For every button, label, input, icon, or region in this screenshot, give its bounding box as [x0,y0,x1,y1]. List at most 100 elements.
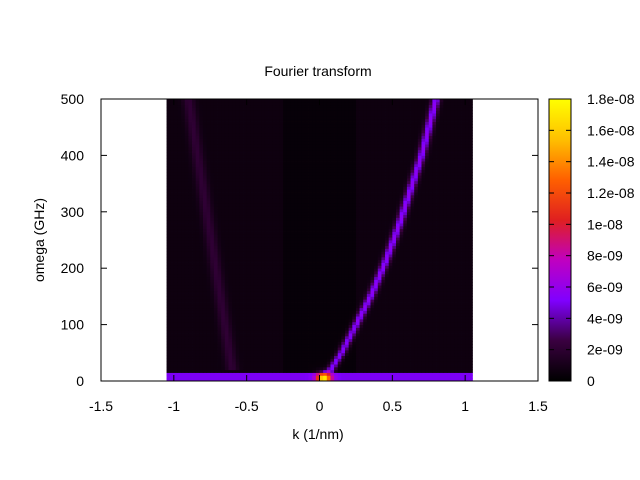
heatmap-cell [330,262,335,266]
heatmap-cell [446,364,451,368]
heatmap-cell [341,335,346,340]
heatmap-cell [301,265,306,269]
heatmap-cell [283,321,288,325]
heatmap-cell [337,231,342,235]
heatmap-cell [348,321,353,325]
heatmap-cell [184,338,189,342]
heatmap-cell [315,321,320,325]
heatmap-cell [312,290,317,294]
heatmap-cell [195,256,200,261]
heatmap-cell [290,327,295,331]
heatmap-cell [443,378,448,381]
heatmap-cell [323,307,328,311]
heatmap-cell [344,223,350,227]
heatmap-cell [232,237,237,241]
heatmap-cell [188,265,193,269]
heatmap-cell [221,302,226,306]
heatmap-cell [450,256,455,261]
heatmap-cell [377,347,382,351]
heatmap-cell [439,349,444,354]
heatmap-cell [279,366,284,371]
heatmap-cell [385,378,390,381]
heatmap-cell [246,330,251,334]
heatmap-cell [315,364,320,368]
heatmap-cell [465,223,470,227]
heatmap-cell [468,318,473,323]
heatmap-cell [243,318,248,323]
heatmap-cell [355,347,360,351]
heatmap-cell [264,271,269,275]
heatmap-cell [428,372,433,376]
heatmap-cell [363,361,368,365]
heatmap-cell [457,268,462,272]
heatmap-cell [366,321,371,325]
heatmap-cell [286,285,291,289]
heatmap-cell [221,262,226,266]
heatmap-cell [330,223,335,227]
heatmap-cell [210,234,215,238]
heatmap-cell [312,225,317,230]
heatmap-cell [246,341,251,345]
heatmap-cell [370,375,375,379]
heatmap-cell [414,282,419,286]
heatmap-cell [312,211,317,216]
heatmap-cell [454,364,459,368]
heatmap-cell [377,352,382,357]
heatmap-cell [253,259,258,263]
heatmap-cell [461,366,466,371]
heatmap-cell [326,248,331,252]
heatmap-cell [421,273,426,278]
heatmap-cell [392,378,397,381]
heatmap-cell [395,302,401,306]
heatmap-cell [366,214,371,218]
heatmap-cell [436,251,441,255]
heatmap-cell [385,302,390,306]
heatmap-cell [283,293,288,297]
heatmap-cell [355,228,360,232]
heatmap-cell [363,214,368,218]
heatmap-cell [370,364,375,368]
heatmap-cell [279,245,284,249]
heatmap-cell [312,355,317,359]
heatmap-cell [206,364,211,368]
heatmap-cell [359,237,364,241]
heatmap-cell [235,223,240,227]
heatmap-cell [264,352,269,357]
heatmap-cell [213,285,218,289]
heatmap-cell [286,220,291,224]
heatmap-cell [443,265,448,269]
heatmap-cell [286,338,291,342]
heatmap-cell [199,369,204,373]
heatmap-cell [454,369,459,373]
heatmap-cell [326,276,331,280]
heatmap-cell [170,304,175,309]
heatmap-cell [272,299,277,303]
heatmap-cell [461,276,466,280]
heatmap-cell [283,231,288,235]
heatmap-cell [279,251,284,255]
heatmap-cell [468,355,473,359]
heatmap-cell [439,231,444,235]
heatmap-cell [323,251,328,255]
heatmap-cell [283,268,288,272]
heatmap-cell [173,231,178,235]
heatmap-cell [279,358,284,362]
heatmap-cell [188,364,193,368]
heatmap-cell [374,245,379,249]
heatmap-cell [257,256,262,261]
heatmap-cell [341,318,346,323]
heatmap-cell [283,313,288,317]
heatmap-cell [177,330,182,334]
heatmap-cell [377,310,382,314]
heatmap-cell [392,293,397,297]
heatmap-cell [374,369,379,373]
heatmap-cell [374,296,379,300]
heatmap-cell [184,217,189,221]
heatmap-cell [465,366,470,371]
heatmap-cell [366,254,371,258]
heatmap-cell [173,245,178,249]
heatmap-cell [206,276,211,280]
heatmap-cell [348,271,353,275]
heatmap-cell [363,245,368,249]
